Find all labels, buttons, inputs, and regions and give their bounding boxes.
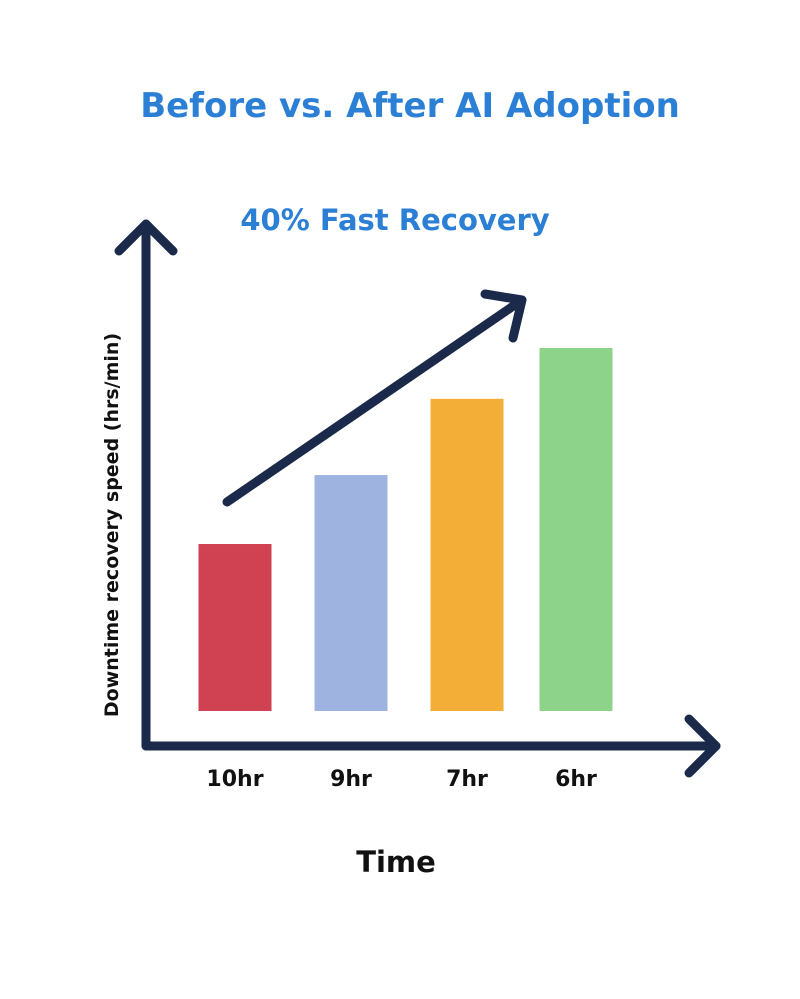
trend-arrow [222, 289, 527, 507]
bars-group [198, 348, 613, 711]
bar-6hr [539, 348, 613, 711]
x-tick-label: 10hr [206, 767, 263, 792]
x-tick-label: 7hr [446, 767, 488, 792]
x-axis-label: Time [356, 845, 436, 879]
axes [114, 219, 721, 778]
trend-arrow-head [480, 289, 527, 343]
x-tick-labels: 10hr 9hr 7hr 6hr [206, 767, 597, 792]
trend-arrow-shaft [222, 295, 527, 507]
x-tick-label: 9hr [330, 767, 372, 792]
bar-10hr [198, 544, 272, 711]
chart-title: Before vs. After AI Adoption [140, 86, 680, 126]
chart-subtitle: 40% Fast Recovery [240, 203, 549, 237]
x-axis-arrowhead [684, 714, 721, 778]
y-axis-arrowhead [114, 219, 178, 256]
bar-7hr [430, 398, 504, 711]
y-axis-label: Downtime recovery speed (hrs/min) [101, 333, 123, 717]
x-tick-label: 6hr [555, 767, 597, 792]
bar-9hr [314, 475, 388, 711]
